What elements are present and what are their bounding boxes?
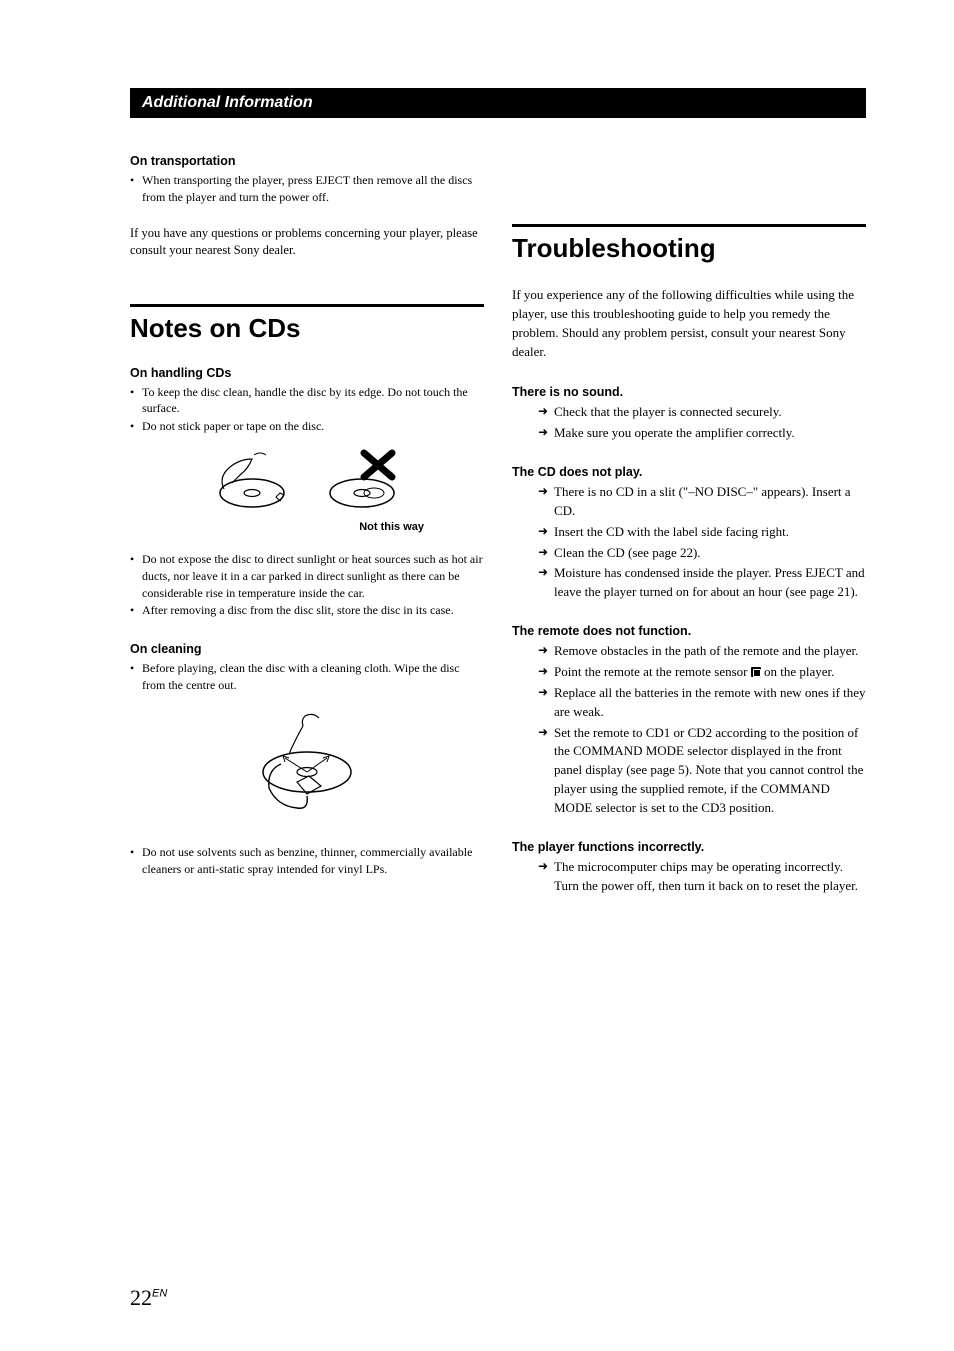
divider [512, 224, 866, 227]
cleaning-bullets-2: Do not use solvents such as benzine, thi… [130, 844, 484, 878]
transport-heading: On transportation [130, 154, 484, 168]
disc-incorrect-icon [322, 449, 402, 513]
page-lang: EN [152, 1288, 167, 1300]
trouble-block: There is no sound. Check that the player … [512, 385, 866, 443]
trouble-block: The remote does not function. Remove obst… [512, 624, 866, 818]
list-item: To keep the disc clean, handle the disc … [130, 384, 484, 418]
handling-bullets-1: To keep the disc clean, handle the disc … [130, 384, 484, 435]
right-column: Troubleshooting If you experience any of… [512, 154, 866, 917]
trouble-item: Replace all the batteries in the remote … [538, 684, 866, 722]
trouble-heading: The player functions incorrectly. [512, 840, 866, 854]
disc-correct-icon [212, 449, 292, 513]
trouble-block: The player functions incorrectly. The mic… [512, 840, 866, 896]
trouble-item: Check that the player is connected secur… [538, 403, 866, 422]
troubleshooting-intro: If you experience any of the following d… [512, 286, 866, 361]
content-columns: On transportation When transporting the … [130, 154, 866, 917]
left-column: On transportation When transporting the … [130, 154, 484, 917]
trouble-item: Clean the CD (see page 22). [538, 544, 866, 563]
troubleshooting-title: Troubleshooting [512, 233, 866, 264]
not-this-way-caption: Not this way [130, 521, 424, 533]
list-item: Do not expose the disc to direct sunligh… [130, 551, 484, 601]
trouble-heading: There is no sound. [512, 385, 866, 399]
trouble-container: There is no sound. Check that the player … [512, 385, 866, 895]
section-header-bar: Additional Information [130, 88, 866, 118]
transport-bullets: When transporting the player, press EJEC… [130, 172, 484, 206]
page-number-value: 22 [130, 1285, 152, 1310]
trouble-heading: The CD does not play. [512, 465, 866, 479]
contact-text: If you have any questions or problems co… [130, 225, 484, 260]
trouble-item: Insert the CD with the label side facing… [538, 523, 866, 542]
trouble-item: There is no CD in a slit ("–NO DISC–" ap… [538, 483, 866, 521]
trouble-list: Check that the player is connected secur… [538, 403, 866, 443]
cleaning-heading: On cleaning [130, 642, 484, 656]
list-item: Before playing, clean the disc with a cl… [130, 660, 484, 694]
trouble-list: The microcomputer chips may be operating… [538, 858, 866, 896]
trouble-list: There is no CD in a slit ("–NO DISC–" ap… [538, 483, 866, 602]
list-item: When transporting the player, press EJEC… [130, 172, 484, 206]
list-item: After removing a disc from the disc slit… [130, 602, 484, 619]
notes-on-cds-title: Notes on CDs [130, 313, 484, 344]
wipe-disc-icon [247, 710, 367, 820]
trouble-block: The CD does not play. There is no CD in a… [512, 465, 866, 602]
trouble-item: Set the remote to CD1 or CD2 according t… [538, 724, 866, 818]
trouble-item: Make sure you operate the amplifier corr… [538, 424, 866, 443]
page-number: 22EN [130, 1285, 167, 1311]
remote-sensor-icon [751, 667, 761, 677]
divider [130, 304, 484, 307]
trouble-item: Point the remote at the remote sensor on… [538, 663, 866, 682]
disc-illustration-row [130, 449, 484, 513]
handling-bullets-2: Do not expose the disc to direct sunligh… [130, 551, 484, 619]
trouble-list: Remove obstacles in the path of the remo… [538, 642, 866, 818]
list-item: Do not use solvents such as benzine, thi… [130, 844, 484, 878]
wipe-illustration [130, 710, 484, 820]
trouble-item: The microcomputer chips may be operating… [538, 858, 866, 896]
trouble-item: Moisture has condensed inside the player… [538, 564, 866, 602]
cleaning-bullets-1: Before playing, clean the disc with a cl… [130, 660, 484, 694]
handling-heading: On handling CDs [130, 366, 484, 380]
trouble-heading: The remote does not function. [512, 624, 866, 638]
trouble-item: Remove obstacles in the path of the remo… [538, 642, 866, 661]
list-item: Do not stick paper or tape on the disc. [130, 418, 484, 435]
